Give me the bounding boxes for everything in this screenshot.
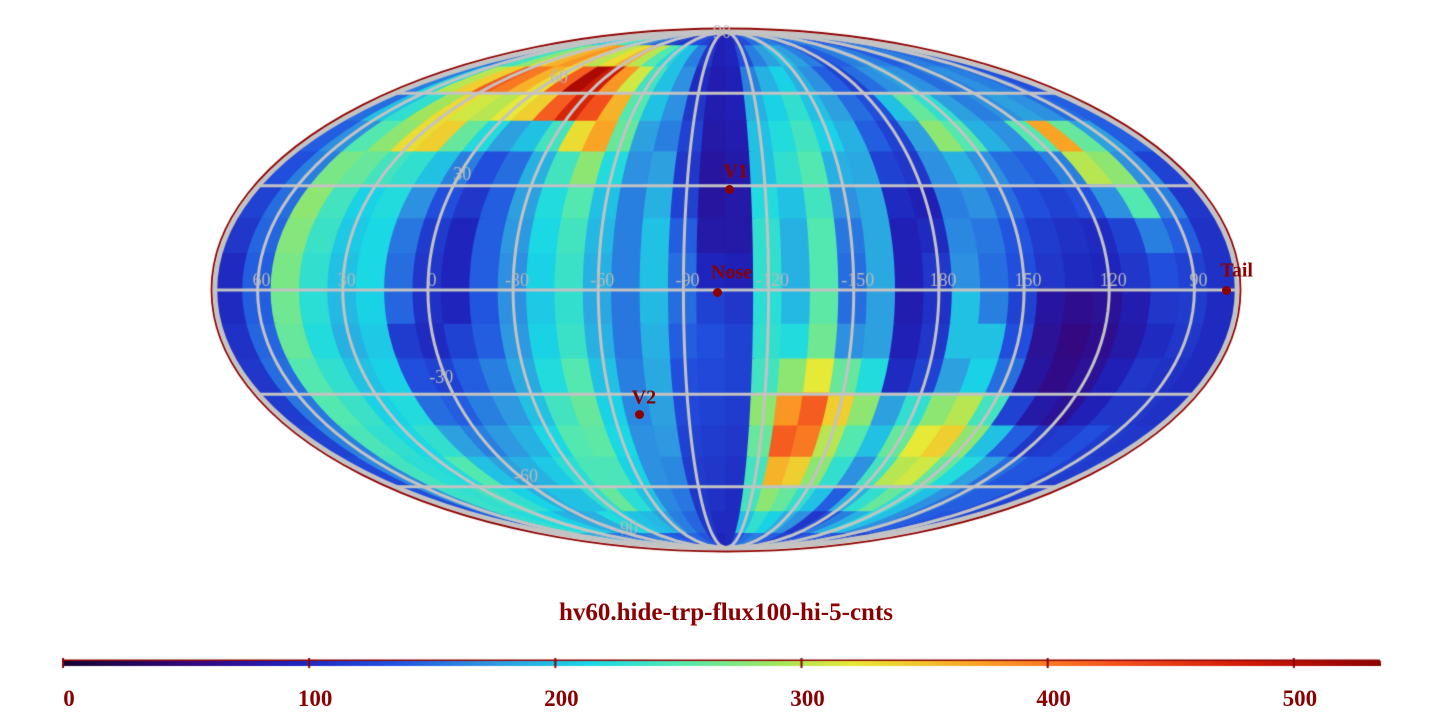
marker-v1-label: V1 bbox=[723, 160, 748, 183]
colorbar-tick-label-400: 400 bbox=[1036, 686, 1071, 711]
marker-tail-dot bbox=[1221, 286, 1231, 295]
marker-v1-dot bbox=[724, 185, 734, 195]
colorbar-tick-label-500: 500 bbox=[1282, 686, 1318, 711]
figure-title: hv60.hide-trp-flux100-hi-5-cnts bbox=[558, 599, 894, 626]
colorbar-tick-label-300: 300 bbox=[790, 686, 825, 711]
marker-nose-dot bbox=[713, 287, 723, 297]
colorbar-tick-label-0: 0 bbox=[63, 686, 75, 711]
colorbar-tick-label-100: 100 bbox=[297, 686, 333, 711]
colorbar-tick-label-200: 200 bbox=[544, 686, 579, 711]
marker-tail-label: Tail bbox=[1220, 259, 1253, 282]
marker-v2-dot bbox=[634, 410, 644, 420]
marker-v2-label: V2 bbox=[631, 386, 657, 409]
marker-nose-label: Nose bbox=[710, 261, 753, 284]
